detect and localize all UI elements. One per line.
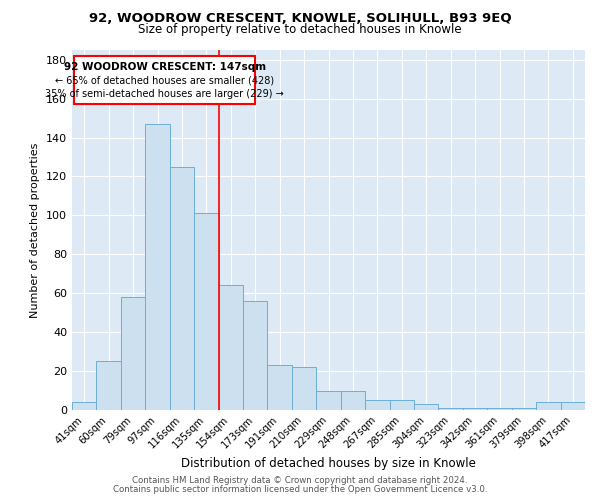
Bar — [487, 408, 512, 410]
Bar — [194, 214, 218, 410]
Bar — [268, 365, 292, 410]
Bar — [218, 286, 243, 410]
Bar — [536, 402, 560, 410]
Y-axis label: Number of detached properties: Number of detached properties — [31, 142, 40, 318]
Bar — [389, 400, 414, 410]
Bar — [512, 408, 536, 410]
Bar — [316, 390, 341, 410]
Text: ← 65% of detached houses are smaller (428): ← 65% of detached houses are smaller (42… — [55, 76, 274, 86]
Bar — [341, 390, 365, 410]
Bar — [414, 404, 439, 410]
Bar — [72, 402, 97, 410]
Bar — [439, 408, 463, 410]
Text: 92 WOODROW CRESCENT: 147sqm: 92 WOODROW CRESCENT: 147sqm — [64, 62, 266, 72]
FancyBboxPatch shape — [74, 56, 255, 104]
Bar — [243, 301, 268, 410]
Text: Size of property relative to detached houses in Knowle: Size of property relative to detached ho… — [138, 22, 462, 36]
Bar — [292, 367, 316, 410]
Bar — [145, 124, 170, 410]
Bar — [97, 362, 121, 410]
X-axis label: Distribution of detached houses by size in Knowle: Distribution of detached houses by size … — [181, 458, 476, 470]
Bar — [121, 297, 145, 410]
Bar — [365, 400, 389, 410]
Bar — [463, 408, 487, 410]
Bar — [170, 167, 194, 410]
Bar — [560, 402, 585, 410]
Text: 35% of semi-detached houses are larger (229) →: 35% of semi-detached houses are larger (… — [46, 89, 284, 99]
Text: Contains public sector information licensed under the Open Government Licence v3: Contains public sector information licen… — [113, 485, 487, 494]
Text: Contains HM Land Registry data © Crown copyright and database right 2024.: Contains HM Land Registry data © Crown c… — [132, 476, 468, 485]
Text: 92, WOODROW CRESCENT, KNOWLE, SOLIHULL, B93 9EQ: 92, WOODROW CRESCENT, KNOWLE, SOLIHULL, … — [89, 12, 511, 26]
